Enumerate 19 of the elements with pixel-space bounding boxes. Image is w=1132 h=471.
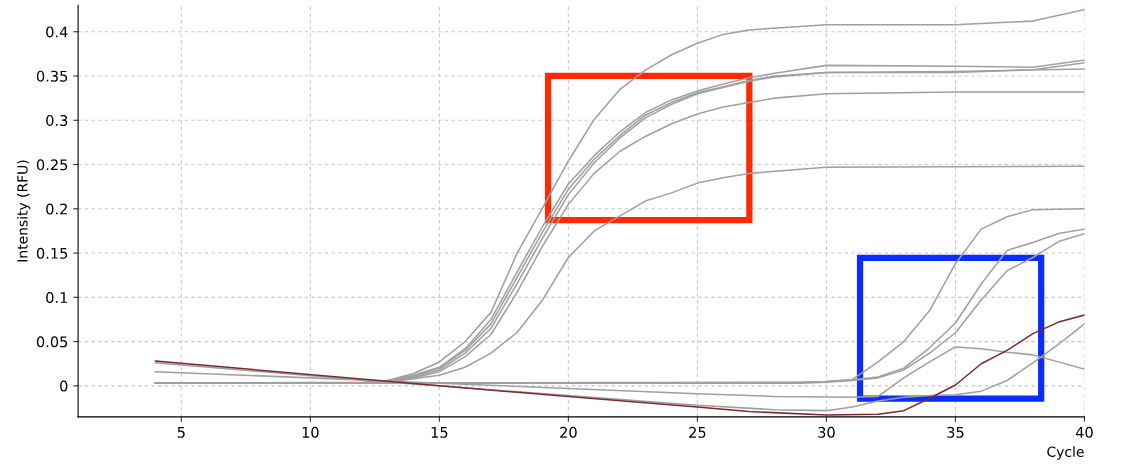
x-tick-label: 25: [689, 426, 706, 438]
y-tick-label: 0.25: [36, 159, 68, 171]
x-tick-label: 10: [302, 426, 319, 438]
y-tick-label: 0: [60, 380, 68, 392]
x-tick-label: 5: [177, 427, 185, 438]
y-tick-label: 0.4: [46, 26, 68, 38]
x-tick-label: 20: [560, 426, 577, 438]
x-tick-label: 30: [818, 426, 835, 438]
x-tick-label: 35: [947, 426, 964, 438]
y-tick-label: 0.1: [46, 292, 68, 304]
x-tick-label: 40: [1075, 426, 1093, 438]
y-tick-label: 0.15: [36, 247, 68, 259]
x-axis-title: Cycle: [1047, 446, 1084, 460]
y-axis-title: Intensity (RFU): [16, 160, 31, 262]
y-tick-label: 0.35: [36, 70, 68, 82]
y-tick-label: 0.05: [36, 336, 68, 348]
y-tick-label: 0.2: [46, 203, 67, 215]
x-tick-label: 15: [431, 427, 448, 438]
y-tick-label: 0.3: [46, 114, 68, 127]
